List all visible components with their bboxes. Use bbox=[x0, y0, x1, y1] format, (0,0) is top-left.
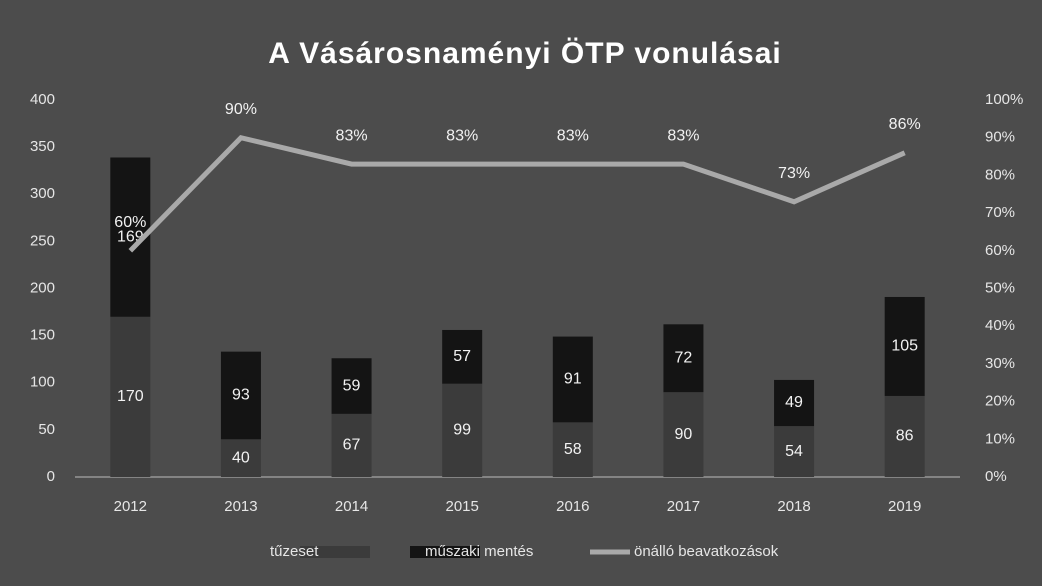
data-label: 54 bbox=[785, 443, 803, 460]
bar bbox=[331, 413, 372, 477]
bar bbox=[774, 426, 815, 477]
y2-tick-label: 100% bbox=[985, 91, 1023, 108]
bar bbox=[774, 379, 815, 427]
y2-tick-label: 50% bbox=[985, 279, 1015, 296]
data-label: 49 bbox=[785, 394, 803, 411]
y-tick-label: 100 bbox=[30, 374, 55, 391]
data-label: 57 bbox=[453, 348, 471, 365]
data-label: 83% bbox=[667, 127, 699, 144]
y2-tick-label: 10% bbox=[985, 430, 1015, 447]
x-tick-label: 2017 bbox=[667, 498, 700, 515]
x-tick-label: 2019 bbox=[888, 498, 921, 515]
bar bbox=[442, 383, 483, 477]
bar bbox=[663, 324, 704, 393]
data-label: 73% bbox=[778, 165, 810, 182]
data-label: 72 bbox=[675, 349, 693, 366]
legend-swatch bbox=[300, 546, 370, 558]
y-tick-label: 350 bbox=[30, 138, 55, 155]
data-label: 170 bbox=[117, 388, 144, 405]
x-tick-label: 2015 bbox=[446, 498, 479, 515]
y-tick-label: 150 bbox=[30, 327, 55, 344]
data-label: 90% bbox=[225, 101, 257, 118]
legend-swatch bbox=[410, 546, 480, 558]
data-label: 86 bbox=[896, 428, 914, 445]
data-label: 93 bbox=[232, 387, 250, 404]
bar bbox=[442, 329, 483, 384]
bar bbox=[884, 296, 925, 396]
bar bbox=[552, 422, 593, 477]
bar bbox=[220, 439, 261, 477]
data-label: 83% bbox=[336, 127, 368, 144]
line bbox=[128, 134, 906, 253]
bar bbox=[663, 392, 704, 477]
y-tick-label: 300 bbox=[30, 185, 55, 202]
x-tick-label: 2016 bbox=[556, 498, 589, 515]
y-tick-label: 50 bbox=[38, 421, 55, 438]
data-label: 105 bbox=[891, 338, 918, 355]
x-tick-label: 2012 bbox=[114, 498, 147, 515]
chart-title: A Vásárosnaményi ÖTP vonulásai bbox=[268, 37, 782, 70]
data-label: 40 bbox=[232, 449, 250, 466]
y2-tick-label: 0% bbox=[985, 468, 1007, 485]
data-label: 90 bbox=[675, 426, 693, 443]
data-label: 83% bbox=[446, 127, 478, 144]
y2-tick-label: 70% bbox=[985, 204, 1015, 221]
data-label: 60% bbox=[114, 214, 146, 231]
legend-label: önálló beavatkozások bbox=[634, 543, 779, 560]
bar bbox=[884, 395, 925, 477]
data-label: 83% bbox=[557, 127, 589, 144]
bar bbox=[110, 316, 151, 477]
data-label: 91 bbox=[564, 371, 582, 388]
legend-label: műszaki mentés bbox=[425, 543, 533, 560]
y-tick-label: 200 bbox=[30, 279, 55, 296]
y2-tick-label: 80% bbox=[985, 166, 1015, 183]
data-label: 99 bbox=[453, 422, 471, 439]
data-label: 67 bbox=[343, 437, 361, 454]
x-tick-label: 2014 bbox=[335, 498, 368, 515]
legend-label: tűzeset bbox=[270, 543, 319, 560]
y-tick-label: 0 bbox=[47, 468, 55, 485]
y2-tick-label: 40% bbox=[985, 317, 1015, 334]
y-tick-label: 250 bbox=[30, 232, 55, 249]
data-label: 59 bbox=[343, 377, 361, 394]
data-label: 86% bbox=[889, 116, 921, 133]
y2-tick-label: 60% bbox=[985, 242, 1015, 259]
y2-tick-label: 20% bbox=[985, 393, 1015, 410]
x-tick-label: 2018 bbox=[777, 498, 810, 515]
bar bbox=[552, 336, 593, 423]
x-tick-label: 2013 bbox=[224, 498, 257, 515]
y2-tick-label: 30% bbox=[985, 355, 1015, 372]
bar bbox=[331, 358, 372, 414]
data-label: 58 bbox=[564, 441, 582, 458]
y2-tick-label: 90% bbox=[985, 129, 1015, 146]
y-tick-label: 400 bbox=[30, 91, 55, 108]
bar bbox=[220, 351, 261, 440]
